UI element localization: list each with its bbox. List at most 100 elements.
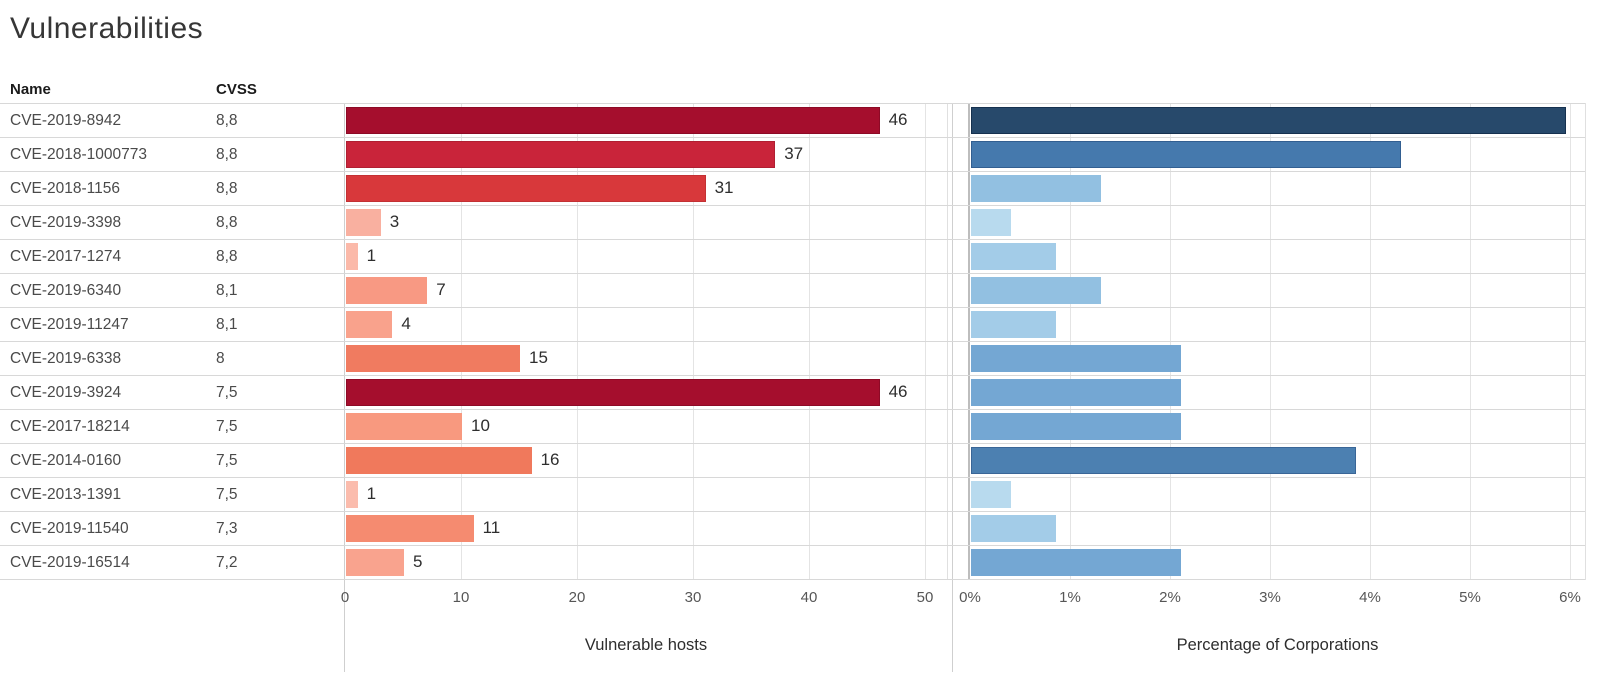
table-row: CVE-2018-1156 8,8 31	[0, 172, 1585, 206]
cvss-value: 7,3	[216, 520, 238, 537]
hosts-value-label: 7	[436, 280, 446, 299]
percentage-bar[interactable]	[971, 515, 1056, 542]
cve-name: CVE-2014-0160	[10, 452, 122, 469]
percentage-bar[interactable]	[971, 141, 1401, 168]
table-row: CVE-2014-0160 7,5 16	[0, 444, 1585, 478]
column-header-name: Name	[10, 81, 51, 98]
percentage-bar[interactable]	[971, 209, 1011, 236]
right-axis-tick-label: 3%	[1259, 589, 1281, 606]
percentage-bar[interactable]	[971, 413, 1181, 440]
cve-name: CVE-2019-8942	[10, 112, 122, 129]
page-title: Vulnerabilities	[10, 12, 204, 45]
hosts-bar[interactable]	[346, 447, 532, 474]
cvss-value: 8,8	[216, 180, 238, 197]
right-axis-tick-label: 6%	[1559, 589, 1581, 606]
cve-name: CVE-2019-6340	[10, 282, 122, 299]
cve-name: CVE-2019-6338	[10, 350, 122, 367]
cvss-value: 8,8	[216, 112, 238, 129]
cvss-value: 7,5	[216, 384, 238, 401]
hosts-value-label: 16	[540, 450, 560, 469]
right-axis-tick-label: 2%	[1159, 589, 1181, 606]
hosts-bar[interactable]	[346, 549, 404, 576]
cvss-value: 7,5	[216, 486, 238, 503]
left-axis-tick-label: 40	[800, 589, 818, 606]
cve-name: CVE-2019-3398	[10, 214, 122, 231]
table-row: CVE-2019-11540 7,3 11	[0, 512, 1585, 546]
right-axis-title: Percentage of Corporations	[1176, 636, 1379, 654]
cve-name: CVE-2017-1274	[10, 248, 122, 265]
table-row: CVE-2019-11247 8,1 4	[0, 308, 1585, 342]
hosts-value-label: 5	[413, 552, 423, 571]
rows: CVE-2019-8942 8,8 46 CVE-2018-1000773 8,…	[0, 103, 1585, 580]
hosts-bar[interactable]	[346, 209, 381, 236]
cvss-value: 7,5	[216, 418, 238, 435]
right-axis-tick-label: 1%	[1059, 589, 1081, 606]
table-row: CVE-2019-6340 8,1 7	[0, 274, 1585, 308]
percentage-bar[interactable]	[971, 379, 1181, 406]
hosts-value-label: 1	[366, 246, 377, 265]
percentage-bar[interactable]	[971, 277, 1101, 304]
hosts-bar[interactable]	[346, 175, 706, 202]
hosts-value-label: 4	[401, 314, 411, 333]
cve-name: CVE-2018-1156	[10, 180, 121, 197]
cvss-value: 7,2	[216, 554, 238, 571]
percentage-bar[interactable]	[971, 481, 1011, 508]
left-axis-tick-label: 20	[568, 589, 586, 606]
left-axis-title: Vulnerable hosts	[584, 636, 708, 654]
right-axis-tick-label: 0%	[959, 589, 981, 606]
hosts-value-label: 46	[888, 110, 908, 129]
hosts-value-label: 37	[784, 144, 804, 163]
hosts-bar[interactable]	[346, 515, 474, 542]
right-axis-tick-label: 4%	[1359, 589, 1381, 606]
left-axis-tick-label: 50	[916, 589, 934, 606]
cve-name: CVE-2019-11540	[10, 520, 129, 537]
cvss-value: 8,1	[216, 316, 238, 333]
hosts-bar[interactable]	[346, 379, 880, 406]
percentage-bar[interactable]	[971, 447, 1356, 474]
cve-name: CVE-2018-1000773	[10, 146, 148, 163]
panel-divider-line	[952, 103, 953, 672]
hosts-value-label: 11	[482, 518, 501, 537]
table-row: CVE-2019-3924 7,5 46	[0, 376, 1585, 410]
percentage-bar[interactable]	[971, 549, 1181, 576]
cve-name: CVE-2019-3924	[10, 384, 122, 401]
hosts-value-label: 3	[389, 212, 400, 231]
cvss-value: 8,8	[216, 146, 238, 163]
table-row: CVE-2013-1391 7,5 1	[0, 478, 1585, 512]
table-row: CVE-2017-18214 7,5 10	[0, 410, 1585, 444]
cvss-value: 8	[216, 350, 225, 367]
hosts-value-label: 1	[366, 484, 377, 503]
hosts-bar[interactable]	[346, 141, 776, 168]
percentage-bar[interactable]	[971, 311, 1056, 338]
cve-name: CVE-2013-1391	[10, 486, 122, 503]
right-axis-tick-label: 5%	[1459, 589, 1481, 606]
percentage-bar[interactable]	[971, 175, 1101, 202]
cve-name: CVE-2019-11247	[10, 316, 129, 333]
cve-name: CVE-2017-18214	[10, 418, 130, 435]
percentage-bar[interactable]	[971, 345, 1181, 372]
table-row: CVE-2019-16514 7,2 5	[0, 546, 1585, 580]
hosts-value-label: 10	[471, 416, 490, 435]
hosts-bar[interactable]	[346, 345, 520, 372]
cvss-value: 8,1	[216, 282, 238, 299]
column-header-cvss: CVSS	[216, 81, 257, 98]
right-chart-right-border	[1585, 103, 1586, 580]
table-row: CVE-2019-3398 8,8 3	[0, 206, 1585, 240]
left-axis-tick-label: 10	[452, 589, 470, 606]
hosts-bar[interactable]	[346, 277, 428, 304]
percentage-bar[interactable]	[971, 107, 1566, 134]
left-axis-tick-label: 30	[684, 589, 702, 606]
hosts-value-label: 46	[888, 382, 908, 401]
hosts-bar[interactable]	[346, 243, 358, 270]
hosts-bar[interactable]	[346, 413, 462, 440]
hosts-bar[interactable]	[346, 311, 393, 338]
cvss-value: 7,5	[216, 452, 238, 469]
table-row: CVE-2019-8942 8,8 46	[0, 104, 1585, 138]
hosts-bar[interactable]	[346, 481, 358, 508]
cve-name: CVE-2019-16514	[10, 554, 130, 571]
left-chart-axis-line	[344, 103, 345, 672]
cvss-value: 8,8	[216, 248, 238, 265]
hosts-bar[interactable]	[346, 107, 880, 134]
percentage-bar[interactable]	[971, 243, 1056, 270]
